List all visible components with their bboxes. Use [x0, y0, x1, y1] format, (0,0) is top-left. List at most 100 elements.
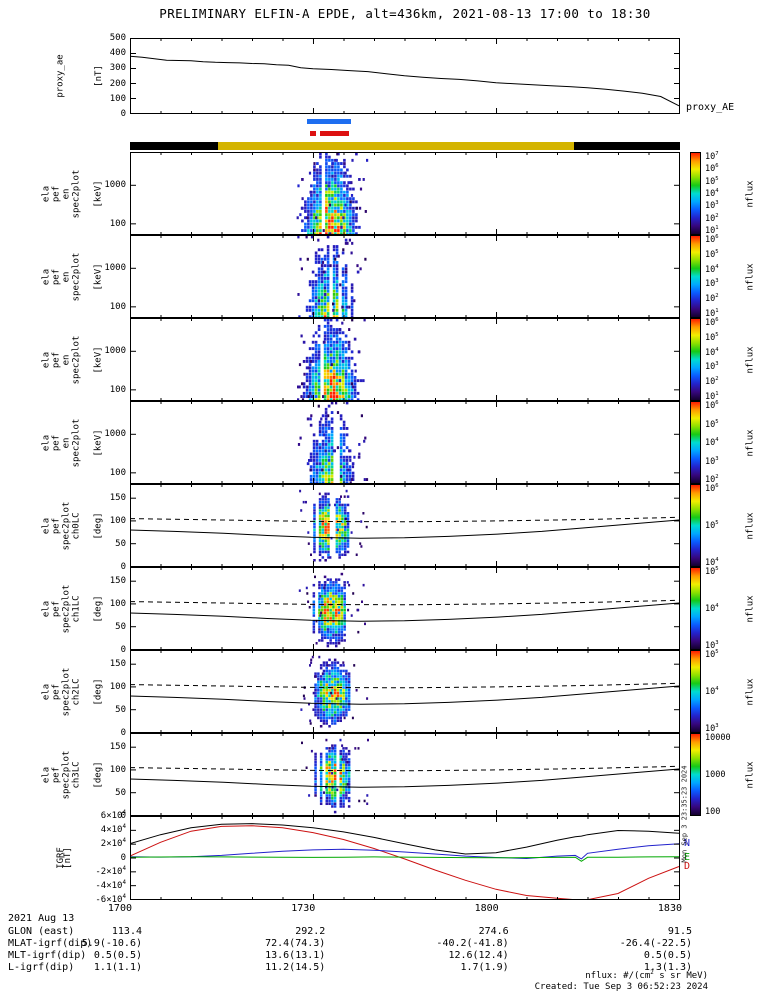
annotation-value: 1.3(1.3): [643, 962, 692, 973]
y-axis-ticks: [130, 746, 680, 816]
spec-panel-4-colorbar-title-text: nflux: [746, 428, 756, 457]
annotation-value: 292.2: [295, 926, 326, 937]
spec-panel-3-colorbar-label: 103: [705, 361, 719, 373]
spec-panel-4: [130, 401, 680, 484]
availability-bar-segment: [573, 142, 680, 150]
spec-panel-2-colorbar: [690, 235, 701, 318]
x-tick-label: 1800: [474, 903, 499, 914]
proxy-ae-ytick-label: 400: [109, 48, 126, 59]
annotation-value: -40.2(-41.8): [436, 938, 509, 949]
spec-panel-6-colorbar-label: 105: [705, 566, 719, 577]
loss-cone-curves: [130, 765, 680, 788]
spec-panel-3-ylabel: ela pef en spec2plot: [30, 318, 92, 401]
spec-panel-2-colorbar-title-text: nflux: [746, 262, 756, 291]
panel-frame-and-ticks: [130, 650, 680, 733]
spec-panel-5-ylabel-text: ela pef spec2plot ch0LC: [41, 501, 81, 550]
figure-title: PRELIMINARY ELFIN-A EPDE, alt=436km, 202…: [159, 6, 651, 21]
spec-panel-3-colorbar-title: nflux: [744, 318, 758, 401]
spec-panel-3-colorbar: [690, 318, 701, 401]
spec-panel-8-ytick-label: 100: [109, 764, 126, 775]
spec-panel-4-colorbar-label: 104: [705, 437, 719, 448]
spec-panel-7-colorbar-label: 103: [705, 723, 719, 734]
annotation-row-label: MLT-igrf(dip): [8, 950, 87, 961]
x-tick-label: 1700: [107, 903, 132, 914]
y-axis-ticks: [130, 350, 680, 391]
panel-frame-and-ticks: [130, 152, 680, 235]
spec-panel-2-colorbar-label: 101: [705, 308, 719, 319]
proxy-ae-ylabel-text: proxy_ae: [55, 54, 66, 98]
spec-panel-6-ytick-label: 150: [109, 575, 126, 586]
proxy-ae-ylabel: proxy_ae: [30, 38, 92, 114]
spec-panel-4-colorbar-label: 103: [705, 455, 719, 467]
spec-panel-2-colorbar-title: nflux: [744, 235, 758, 318]
igrf-series-label-D: D: [684, 861, 691, 873]
proxy-ae-ytick-label: 500: [109, 33, 126, 43]
igrf-series-label-N: N: [684, 837, 691, 849]
spec-panel-6-colorbar-title: nflux: [744, 567, 758, 650]
spectrogram-cells: [299, 489, 368, 562]
spec-panel-2-colorbar-label: 103: [705, 278, 719, 290]
y-axis-ticks: [130, 663, 680, 733]
annotation-value: 113.4: [111, 926, 142, 937]
loss-cone-curves: [130, 599, 680, 622]
proxy-ae-ytick-label: 100: [109, 93, 126, 104]
y-axis-ticks: [130, 816, 680, 900]
x-tick-label: 1730: [291, 903, 316, 914]
spec-panel-8: [130, 733, 680, 816]
spec-panel-6-ylabel: ela pef spec2plot ch1LC: [30, 567, 92, 650]
igrf-ytick-label: 4×104: [100, 824, 126, 835]
y-axis-ticks: [130, 38, 680, 114]
spec-panel-1-colorbar-title-text: nflux: [746, 179, 756, 208]
spec-panel-5-ytick-label: 0: [120, 562, 126, 572]
availability-bar-segment: [218, 142, 574, 150]
panel-frame-and-ticks: [130, 816, 680, 900]
spectrogram-cells: [298, 572, 366, 648]
spec-panel-3-colorbar-label: 102: [705, 376, 719, 388]
annotation-value: 0.5(0.5): [643, 950, 692, 961]
spec-panel-6-colorbar: [690, 567, 701, 650]
panel-frame-and-ticks: [130, 318, 680, 401]
spec-panel-7-svg: [130, 650, 680, 733]
side-timestamp-text: Mon Sep 3 23:35:23 2024: [680, 765, 688, 863]
spec-panel-8-ylabel-text: ela pef spec2plot ch3LC: [41, 750, 81, 799]
loss-cone-curves: [130, 682, 680, 705]
spec-panel-2-colorbar-label: 105: [705, 248, 719, 260]
igrf-ytick-label: -2×104: [95, 866, 126, 877]
spec-panel-8-colorbar-title: nflux: [744, 733, 758, 816]
spec-panel-7-colorbar-label: 104: [705, 686, 719, 697]
annotation-value: 5.9(-10.6): [81, 938, 142, 949]
spec-panel-6-ytick-label: 50: [115, 621, 126, 632]
spec-panel-4-svg: [130, 401, 680, 484]
proxy-ae-ytick-label: 0: [120, 109, 126, 119]
spec-panel-1-colorbar-label: 103: [705, 200, 719, 212]
spec-panel-8-svg: [130, 733, 680, 816]
spec-panel-1: [130, 152, 680, 235]
spec-panel-4-ylabel: ela pef en spec2plot: [30, 401, 92, 484]
annotation-value: 1.7(1.9): [460, 962, 509, 973]
spec-panel-7-ylabel: ela pef spec2plot ch2LC: [30, 650, 92, 733]
spec-panel-4-ytick-label: 100: [109, 468, 126, 479]
spectrogram-cells: [300, 655, 369, 728]
proxy-ae-ytick-label: 200: [109, 78, 126, 89]
spec-panel-1-colorbar-label: 102: [705, 212, 719, 224]
spec-panel-6-colorbar-label: 104: [705, 603, 719, 614]
spec-panel-3-ytick-label: 1000: [104, 346, 126, 357]
y-axis-ticks: [130, 433, 680, 474]
panel-frame-and-ticks: [130, 38, 680, 114]
spec-panel-5-ylabel: ela pef spec2plot ch0LC: [30, 484, 92, 567]
spec-panel-8-colorbar: [690, 733, 701, 816]
spec-panel-5-ytick-label: 100: [109, 515, 126, 526]
igrf-lines: [130, 823, 680, 900]
annotation-row-label: MLAT-igrf(dip): [8, 938, 93, 949]
y-axis-ticks: [130, 267, 680, 308]
spec-panel-2-colorbar-label: 106: [705, 234, 719, 245]
spec-panel-5-ytick-label: 50: [115, 538, 126, 549]
spectrogram-cells: [297, 235, 367, 318]
spec-panel-1-svg: [130, 152, 680, 235]
spec-panel-3-ylabel-text: ela pef en spec2plot: [41, 335, 81, 384]
annotation-value: 91.5: [667, 926, 692, 937]
spec-panel-2-ytick-label: 1000: [104, 263, 126, 274]
annotation-value: 274.6: [478, 926, 509, 937]
igrf-panel-svg: [130, 816, 680, 900]
